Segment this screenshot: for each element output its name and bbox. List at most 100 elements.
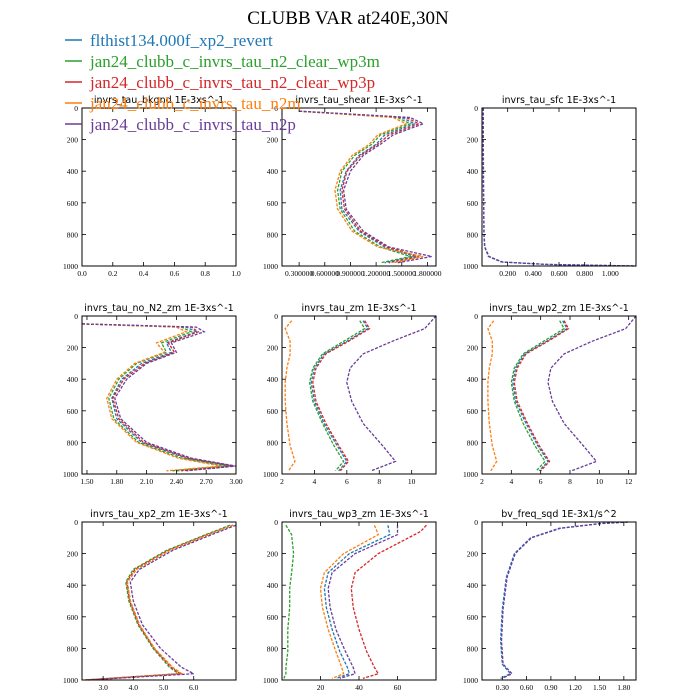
x-tick-label: 0.6: [170, 269, 180, 278]
series-line: [81, 323, 235, 472]
x-tick-label: 1.50: [593, 683, 606, 692]
y-tick-label: 400: [67, 167, 79, 176]
x-tick-label: 1.80: [617, 683, 630, 692]
series-line: [350, 524, 427, 680]
x-tick-label: 2: [280, 477, 284, 486]
legend-label: jan24_clubb_c_invrs_tau_n2p: [89, 115, 296, 134]
y-tick-label: 800: [67, 230, 79, 239]
x-tick-label: 1.000: [602, 269, 619, 278]
x-tick-label: 1.20: [569, 683, 582, 692]
legend-item: flthist134.000f_xp2_revert: [65, 31, 273, 50]
x-tick-label: 0.0: [77, 269, 87, 278]
y-tick-label: 1000: [463, 676, 478, 685]
x-tick-label: 3.00: [229, 477, 242, 486]
y-tick-label: 200: [267, 136, 279, 145]
x-tick-label: 6: [539, 477, 543, 486]
y-tick-label: 1000: [63, 676, 78, 685]
y-tick-label: 400: [267, 581, 279, 590]
x-tick-label: 2.10: [140, 477, 153, 486]
panel-title: invrs_tau_zm 1E-3xs^-1: [302, 303, 417, 314]
series-line: [84, 524, 231, 681]
chart-panel: invrs_tau_shear 1E-3xs^-1 0 200 400 600 800 10…: [263, 95, 442, 278]
x-tick-label: 1.80: [110, 477, 123, 486]
legend-label: jan24_clubb_c_invrs_tau_n2_clear_wp3m: [89, 52, 380, 71]
y-tick-label: 600: [467, 613, 479, 622]
chart-panel: invrs_tau_sfc 1E-3xs^-1 0 200 400 600 800 1000…: [463, 95, 637, 278]
y-tick-label: 0: [474, 518, 478, 527]
series-line: [482, 108, 637, 267]
y-tick-label: 400: [467, 375, 479, 384]
panels: invrs_tau_bkgnd 1E-3xs^-1020040060080010…: [63, 95, 637, 692]
y-tick-label: 1000: [263, 262, 278, 271]
x-tick-label: 60: [394, 683, 402, 692]
series-line: [512, 320, 568, 472]
x-tick-label: 1.200000: [362, 269, 390, 278]
series-line: [499, 521, 628, 679]
plot-frame: [281, 107, 437, 267]
series-line: [81, 323, 222, 472]
series-line: [81, 323, 237, 472]
x-tick-label: 4: [313, 477, 317, 486]
panel-title: bv_freq_sqd 1E-3x1/s^2: [501, 509, 616, 520]
y-tick-label: 800: [67, 644, 79, 653]
x-tick-label: 0.200: [499, 269, 516, 278]
x-tick-label: 2.40: [170, 477, 183, 486]
series-line: [284, 320, 296, 472]
y-tick-label: 400: [267, 375, 279, 384]
x-tick-label: 1.50: [80, 477, 93, 486]
x-tick-label: 0.2: [108, 269, 118, 278]
chart-panel: invrs_tau_bkgnd 1E-3xs^-1 0 200 400 600 800 10…: [63, 95, 241, 278]
y-tick-label: 200: [267, 550, 279, 559]
x-tick-label: 4: [509, 477, 513, 486]
y-tick-label: 0: [274, 518, 278, 527]
y-tick-label: 200: [67, 550, 79, 559]
series-line: [81, 323, 232, 472]
y-tick-label: 200: [467, 136, 479, 145]
x-tick-label: 0.600000: [311, 269, 339, 278]
panel-title: invrs_tau_wp2_zm 1E-3xs^-1: [489, 303, 629, 314]
series-line: [513, 320, 570, 472]
chart-panel: invrs_tau_xp2_zm 1E-3xs^-1 0 200 400 600 800 1…: [63, 509, 237, 692]
y-tick-label: 400: [267, 167, 279, 176]
y-tick-label: 200: [467, 550, 479, 559]
plot-frame: [481, 521, 637, 681]
y-tick-label: 200: [67, 344, 79, 353]
series-line: [310, 320, 369, 472]
series-line: [312, 320, 371, 472]
y-tick-label: 200: [267, 344, 279, 353]
plot-frame: [481, 315, 637, 475]
y-tick-label: 800: [467, 230, 479, 239]
legend-item: jan24_clubb_c_invrs_tau_n2_clear_wp3m: [65, 52, 380, 71]
legend-item: jan24_clubb_c_invrs_tau_n2_clear_wp3p: [65, 73, 375, 92]
x-tick-label: 0.600: [551, 269, 568, 278]
plot-frame: [81, 315, 237, 475]
y-tick-label: 0: [74, 518, 78, 527]
legend-label: flthist134.000f_xp2_revert: [90, 31, 273, 50]
y-tick-label: 0: [274, 104, 278, 113]
series-line: [319, 524, 380, 680]
x-tick-label: 6.0: [189, 683, 199, 692]
y-tick-label: 400: [67, 375, 79, 384]
series-line: [299, 110, 418, 264]
x-tick-label: 1.0: [231, 269, 241, 278]
series-line: [84, 524, 234, 681]
series-line: [84, 524, 234, 681]
chart-panel: invrs_tau_wp3_zm 1E-3xs^-1 0 200 400 600 800 1…: [263, 509, 437, 692]
chart-panel: invrs_tau_zm 1E-3xs^-1 0 200 400 600 800 10002…: [263, 303, 437, 486]
x-tick-label: 1.500000: [388, 269, 416, 278]
x-tick-label: 0.8: [201, 269, 211, 278]
series-line: [84, 524, 234, 681]
plot-frame: [81, 107, 237, 267]
series-line: [283, 524, 295, 679]
plot-frame: [281, 315, 437, 475]
y-tick-label: 600: [467, 407, 479, 416]
y-tick-label: 600: [267, 407, 279, 416]
y-tick-label: 600: [67, 407, 79, 416]
x-tick-label: 0.900000: [336, 269, 364, 278]
plot-frame: [481, 107, 637, 267]
series-line: [308, 320, 366, 472]
y-tick-label: 800: [467, 438, 479, 447]
y-tick-label: 600: [67, 199, 79, 208]
y-tick-label: 200: [467, 344, 479, 353]
series-line: [500, 521, 628, 679]
